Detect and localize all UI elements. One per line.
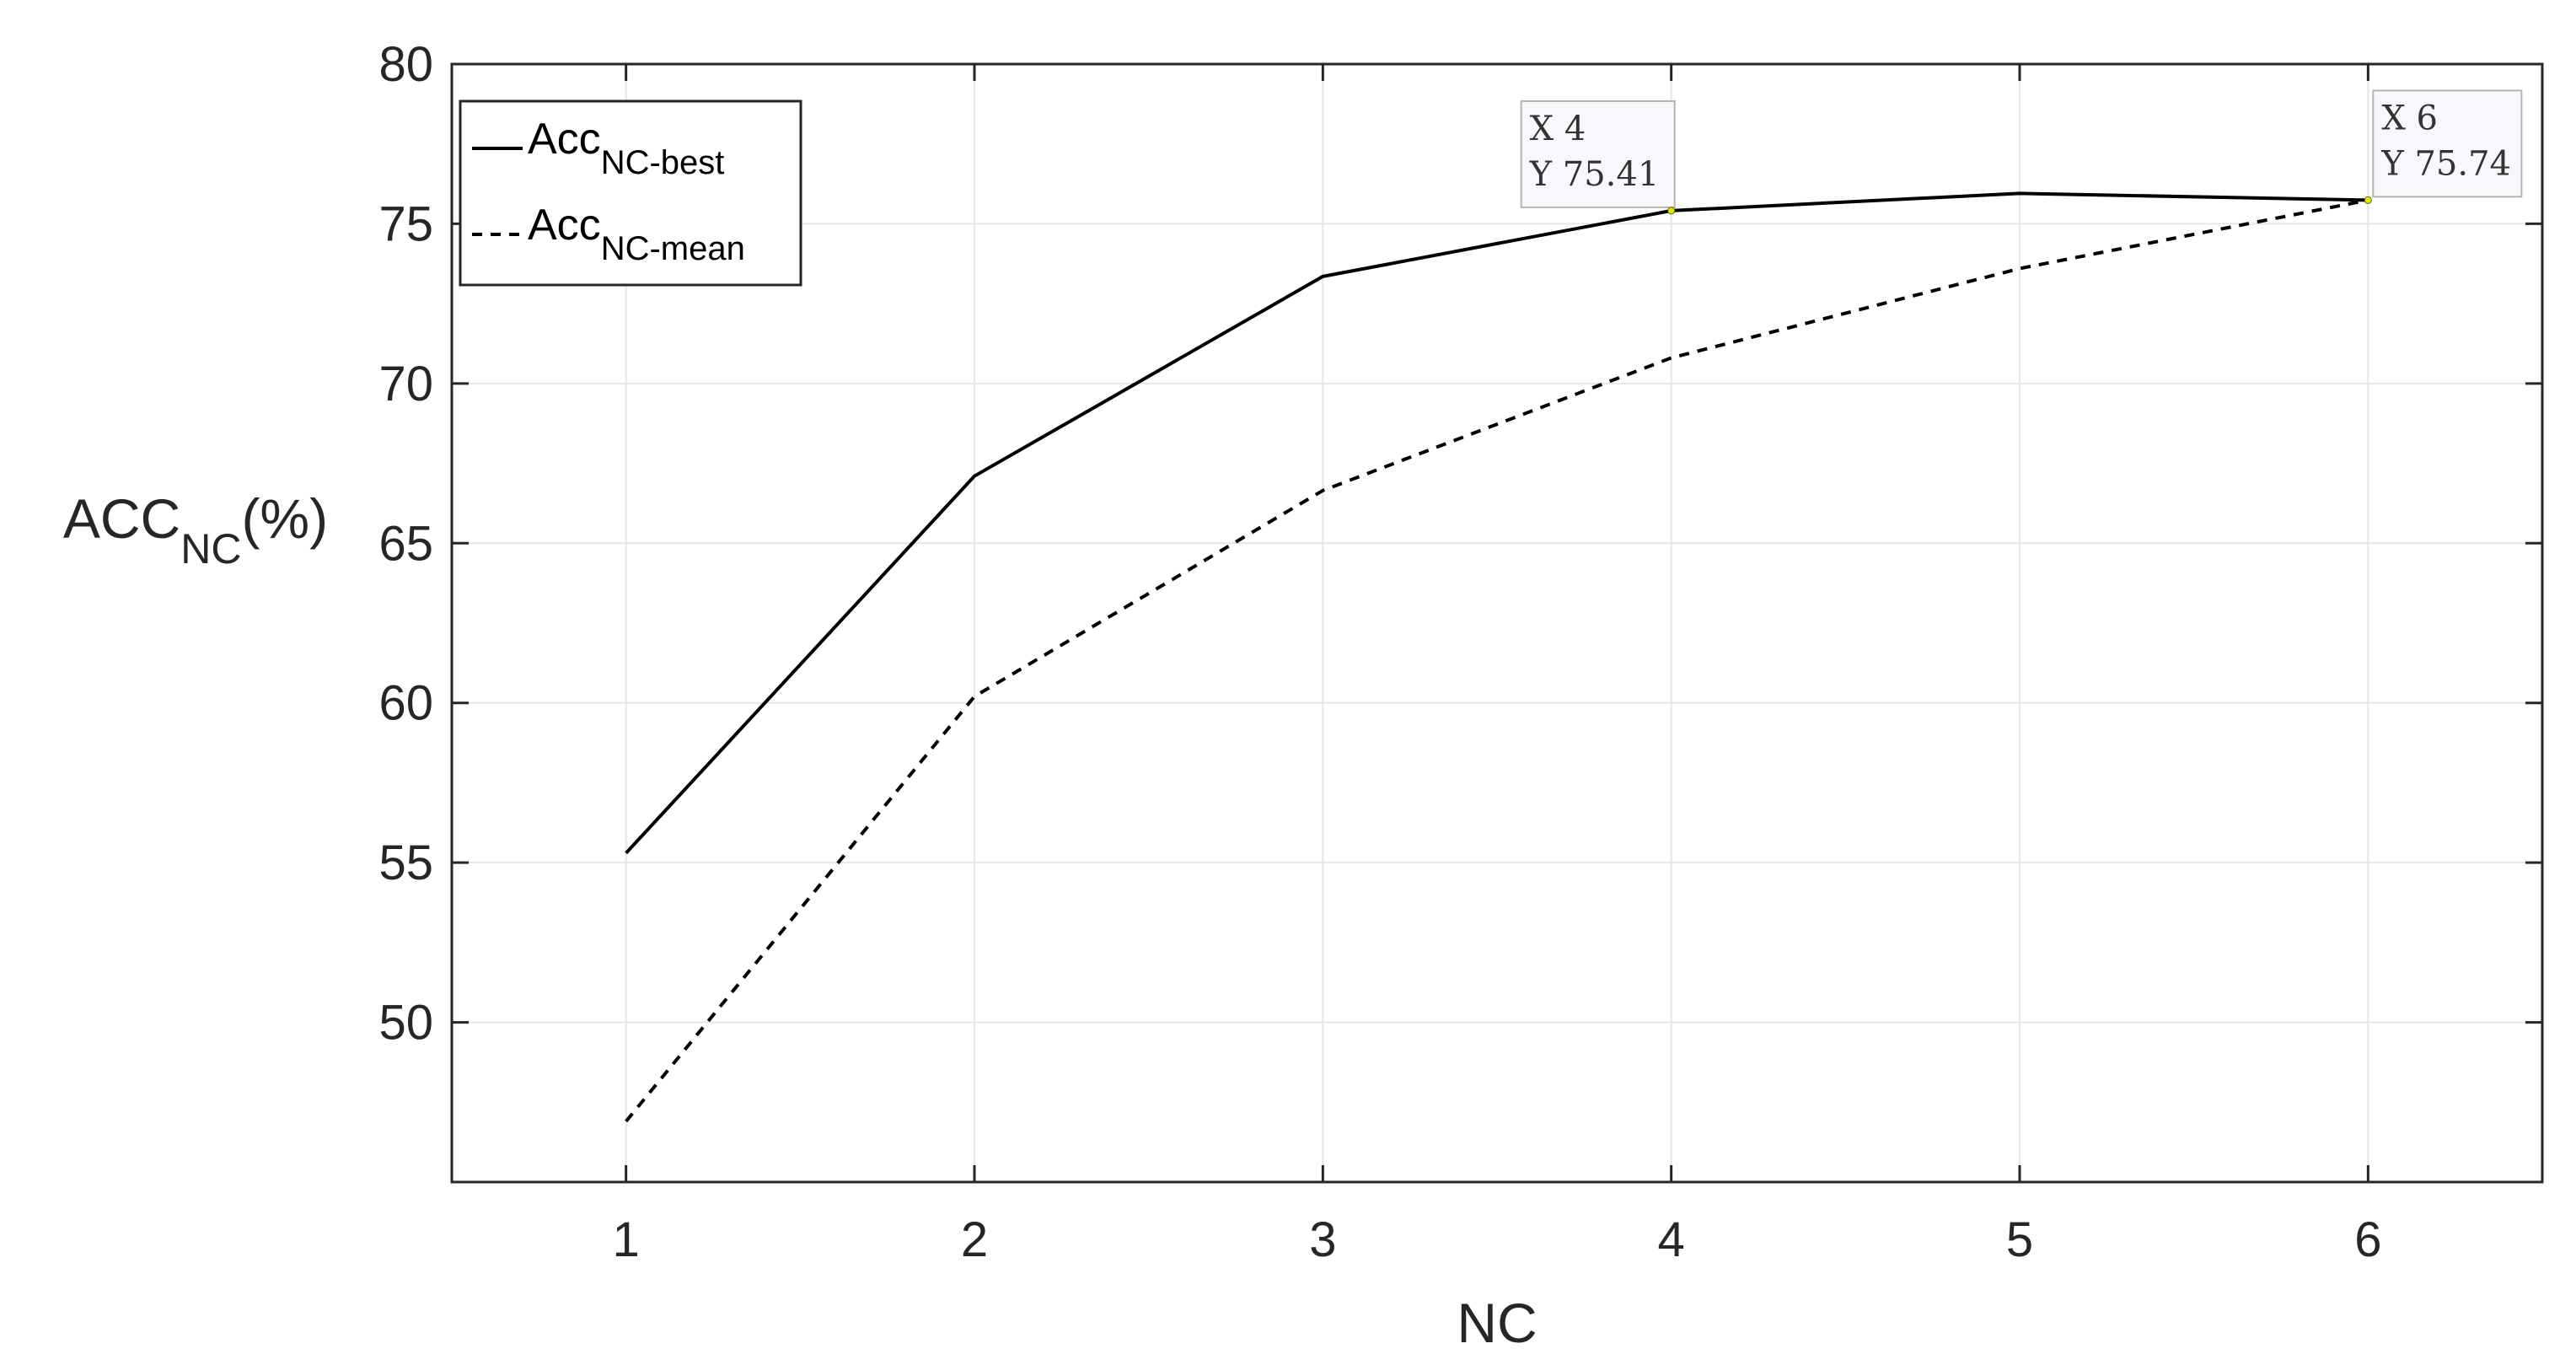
legend-label-mean-sub: NC-mean <box>601 230 745 267</box>
y-axis-title-main: ACC <box>63 487 180 550</box>
y-axis-title-sub: NC <box>180 525 241 572</box>
datatip: X 4 Y 75.41 <box>1520 99 1676 215</box>
datatip-marker <box>2364 196 2372 204</box>
datatip-box <box>1520 99 1676 208</box>
datatip-y-label: Y 75.41 <box>1529 155 1660 194</box>
datatip-y-label: Y 75.74 <box>2380 144 2511 183</box>
plot-area <box>450 62 2544 1184</box>
x-tick-label: 3 <box>1309 1212 1336 1267</box>
y-tick-label: 50 <box>378 996 433 1051</box>
axis-ticks: 50 55 60 65 70 75 80 1 2 3 4 5 6 <box>378 37 2542 1267</box>
series-line-best <box>625 191 2369 855</box>
datatip-x-label: X 6 <box>2381 99 2438 137</box>
datatip-marker <box>1667 207 1676 215</box>
x-tick-label: 6 <box>2354 1212 2381 1267</box>
datatip-box <box>2372 89 2523 198</box>
legend-box <box>459 99 802 287</box>
y-axis-title-suffix: (%) <box>241 487 328 550</box>
legend-label-mean: AccNC-mean <box>528 201 745 267</box>
x-tick-label: 5 <box>2006 1212 2033 1267</box>
legend-label-best-main: Acc <box>528 115 601 164</box>
x-tick-label: 1 <box>613 1212 640 1267</box>
y-axis-title: ACCNC(%) <box>63 487 328 572</box>
y-tick-label: 55 <box>378 836 433 890</box>
legend-label-best: AccNC-best <box>528 115 724 181</box>
datatips: X 4 Y 75.41 X 6 Y 75.74 <box>1520 89 2523 215</box>
series-line-mean <box>625 198 2369 1123</box>
y-tick-label: 60 <box>378 676 433 731</box>
x-axis-title: NC <box>1457 1292 1537 1354</box>
datatip-x-label: X 4 <box>1530 110 1586 148</box>
y-tick-label: 65 <box>378 516 433 571</box>
x-tick-label: 4 <box>1658 1212 1685 1267</box>
y-tick-label: 70 <box>378 357 433 411</box>
legend-label-best-sub: NC-best <box>601 144 725 181</box>
datatip: X 6 Y 75.74 <box>2364 89 2523 204</box>
legend-label-mean-main: Acc <box>528 201 601 250</box>
x-tick-label: 2 <box>961 1212 988 1267</box>
y-tick-label: 75 <box>378 196 433 251</box>
y-tick-label: 80 <box>378 37 433 92</box>
legend: AccNC-best AccNC-mean <box>459 99 802 287</box>
